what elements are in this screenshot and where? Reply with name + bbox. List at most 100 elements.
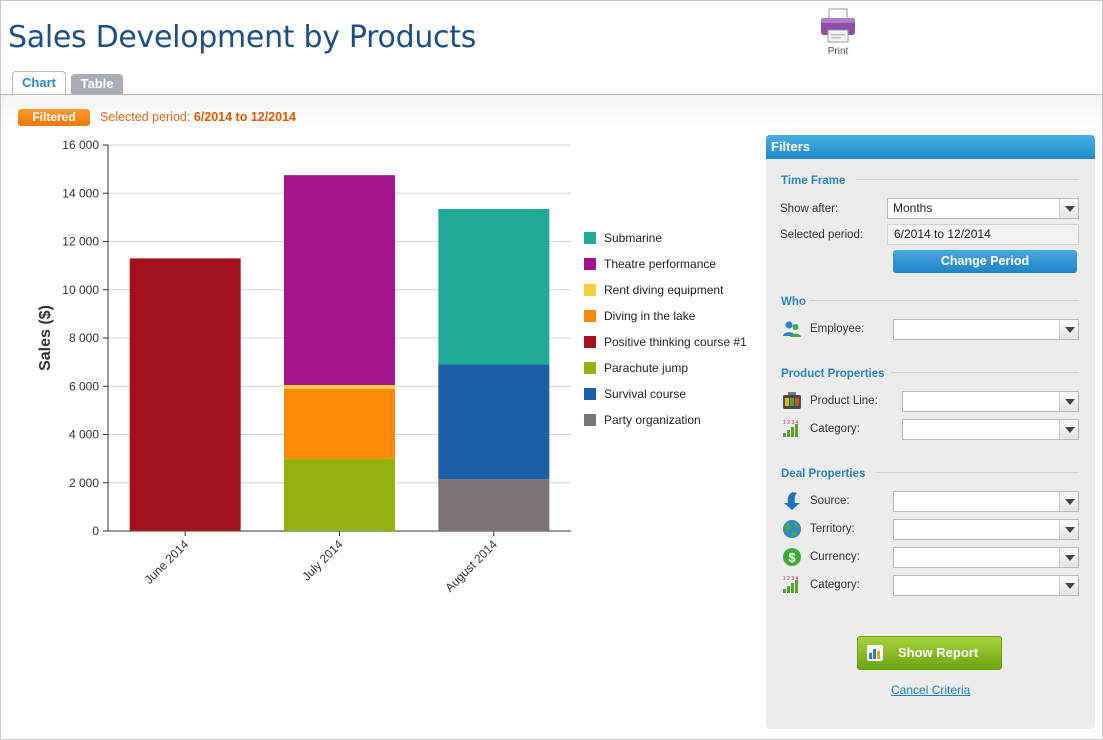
printer-icon <box>821 8 855 43</box>
bar-segment <box>284 388 395 459</box>
section-divider <box>891 372 1079 373</box>
show-after-select[interactable]: Months <box>887 198 1079 219</box>
section-divider <box>856 179 1079 180</box>
product-category-label: Category: <box>810 423 860 435</box>
print-label: Print <box>827 46 849 57</box>
chevron-down-icon <box>1059 548 1078 567</box>
legend-label: Positive thinking course #1 <box>604 335 747 349</box>
globe-icon <box>783 520 801 538</box>
y-tick-label: 8 000 <box>69 331 99 345</box>
legend-swatch <box>584 362 596 374</box>
chevron-down-icon <box>1059 392 1078 411</box>
territory-select[interactable] <box>893 519 1079 540</box>
chevron-down-icon <box>1059 199 1078 218</box>
svg-text:1 2 3 4: 1 2 3 4 <box>783 420 799 426</box>
selected-period-status: Selected period: 6/2014 to 12/2014 <box>100 110 296 124</box>
deal-category-select[interactable] <box>893 575 1079 596</box>
cancel-criteria-link[interactable]: Cancel Criteria <box>891 683 971 697</box>
users-icon <box>783 321 801 337</box>
svg-text:$: $ <box>788 550 796 565</box>
chevron-down-icon <box>1059 576 1078 595</box>
currency-select[interactable] <box>893 547 1079 568</box>
print-button[interactable]: Print <box>816 8 860 57</box>
legend-swatch <box>584 284 596 296</box>
report-chart-icon <box>867 645 883 661</box>
tab-chart[interactable]: Chart <box>12 71 66 96</box>
legend-swatch <box>584 336 596 348</box>
source-label: Source: <box>810 495 850 507</box>
bar-segment <box>284 458 395 531</box>
deal-properties-title: Deal Properties <box>781 468 866 480</box>
chevron-down-icon <box>1059 420 1078 439</box>
y-tick-label: 4 000 <box>69 428 99 442</box>
legend-swatch <box>584 414 596 426</box>
y-tick-label: 2 000 <box>69 476 99 490</box>
x-tick-label: July 2014 <box>299 537 345 583</box>
tab-divider <box>0 94 1103 95</box>
legend-label: Submarine <box>604 231 662 245</box>
legend-label: Theatre performance <box>604 257 716 271</box>
selected-period-value: 6/2014 to 12/2014 <box>193 110 296 124</box>
deal-category-label: Category: <box>810 579 860 591</box>
chevron-down-icon <box>1059 520 1078 539</box>
source-select[interactable] <box>893 491 1079 512</box>
selected-period-field: 6/2014 to 12/2014 <box>887 224 1079 245</box>
product-properties-title: Product Properties <box>781 368 885 380</box>
show-after-label: Show after: <box>780 203 839 215</box>
x-tick-label: June 2014 <box>142 537 192 587</box>
chevron-down-icon <box>1059 492 1078 511</box>
bar-segment <box>284 175 395 386</box>
bar-segment <box>438 479 550 531</box>
currency-label: Currency: <box>810 551 860 563</box>
product-line-select[interactable] <box>902 391 1079 412</box>
who-title: Who <box>781 296 806 308</box>
legend-label: Survival course <box>604 387 686 401</box>
bar-segment <box>129 258 241 531</box>
legend-swatch <box>584 310 596 322</box>
legend-swatch <box>584 232 596 244</box>
change-period-button[interactable]: Change Period <box>893 250 1077 273</box>
tab-content-band <box>1 95 1102 130</box>
y-axis-label: Sales ($) <box>37 305 54 371</box>
product-category-select[interactable] <box>902 419 1079 440</box>
show-report-label: Show Report <box>898 645 979 660</box>
employee-select[interactable] <box>893 319 1079 340</box>
legend-swatch <box>584 388 596 400</box>
legend-label: Parachute jump <box>604 361 688 375</box>
section-divider <box>876 472 1079 473</box>
arrow-down-icon <box>784 492 800 510</box>
legend-label: Rent diving equipment <box>604 283 724 297</box>
y-tick-label: 6 000 <box>69 379 99 393</box>
bar-segment <box>438 364 550 480</box>
show-report-button[interactable]: Show Report <box>857 636 1002 670</box>
y-tick-label: 16 000 <box>62 138 99 152</box>
selected-period-field-label: Selected period: <box>780 229 864 241</box>
time-frame-title: Time Frame <box>781 175 846 187</box>
bar-segment <box>438 208 550 365</box>
bar-segment <box>284 385 395 389</box>
filtered-badge: Filtered <box>18 109 90 126</box>
y-tick-label: 10 000 <box>62 283 99 297</box>
dollar-coin-icon: $ <box>783 548 801 566</box>
filters-panel: Filters Time Frame Show after: Months Se… <box>766 135 1095 729</box>
chevron-down-icon <box>1059 320 1078 339</box>
category-icon: 1 2 3 4 <box>783 576 799 593</box>
x-tick-label: August 2014 <box>442 537 500 595</box>
category-icon: 1 2 3 4 <box>783 420 799 437</box>
product-line-icon <box>783 392 801 409</box>
page-title: Sales Development by Products <box>8 20 477 55</box>
section-divider <box>810 300 1079 301</box>
svg-text:1 2 3 4: 1 2 3 4 <box>783 576 799 582</box>
legend-label: Party organization <box>604 413 701 427</box>
employee-label: Employee: <box>810 323 865 335</box>
show-after-value: Months <box>893 201 933 215</box>
chart-svg: 0 2 000 4 000 6 000 8 000 10 000 12 000 14 000 1… <box>37 138 747 595</box>
y-tick-label: 0 <box>92 524 99 538</box>
product-line-label: Product Line: <box>810 395 878 407</box>
territory-label: Territory: <box>810 523 855 535</box>
selected-period-label: Selected period: <box>100 110 191 124</box>
tab-table[interactable]: Table <box>71 74 123 95</box>
legend-swatch <box>584 258 596 270</box>
sales-chart: 0 2 000 4 000 6 000 8 000 10 000 12 000 14 000 1… <box>0 130 765 630</box>
y-tick-label: 12 000 <box>62 235 99 249</box>
